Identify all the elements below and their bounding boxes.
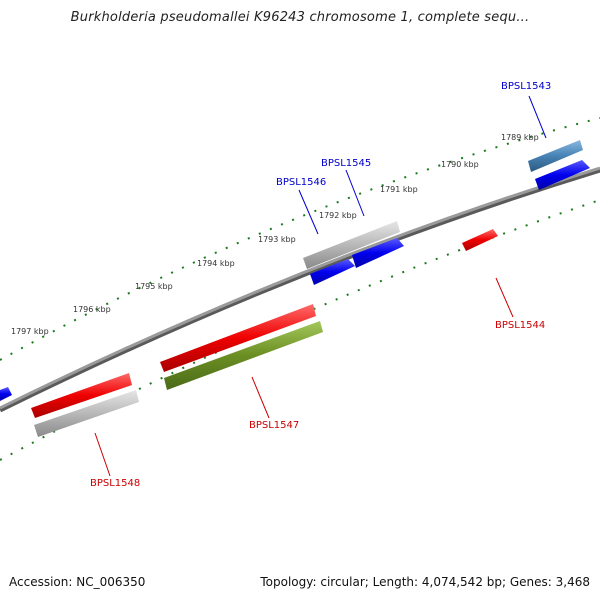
bpsl1547-gene-ribbon bbox=[164, 321, 323, 390]
gene-label-bpsl1548[interactable]: BPSL1548 bbox=[90, 478, 140, 489]
inner-tick-ring bbox=[0, 199, 600, 461]
kbp-label-1796: 1796 kbp bbox=[73, 305, 111, 314]
leader-bpsl1544 bbox=[495, 277, 514, 318]
leader-bpsl1545 bbox=[345, 169, 365, 217]
leader-bpsl1547 bbox=[251, 376, 270, 419]
kbp-label-1792: 1792 kbp bbox=[319, 211, 357, 220]
kbp-label-1797: 1797 kbp bbox=[11, 327, 49, 336]
bpsl1546-gene-block bbox=[303, 221, 400, 269]
bpsl1545-cds-arrow bbox=[352, 238, 404, 268]
kbp-label-1794: 1794 kbp bbox=[197, 259, 235, 268]
accession-text: Accession: NC_006350 bbox=[9, 575, 146, 589]
gene-label-bpsl1547[interactable]: BPSL1547 bbox=[249, 420, 299, 431]
bpsl1548-cds-arrow bbox=[31, 373, 132, 418]
map-title: Burkholderia pseudomallei K96243 chromos… bbox=[70, 10, 530, 25]
gene-label-bpsl1546[interactable]: BPSL1546 bbox=[276, 177, 326, 188]
bpsl1543-cds-arrow bbox=[535, 160, 590, 190]
backbone-shadow bbox=[0, 167, 600, 413]
kbp-label-1790: 1790 kbp bbox=[441, 160, 479, 169]
kbp-label-1791: 1791 kbp bbox=[380, 185, 418, 194]
bpsl1546-cds-arrow bbox=[310, 259, 355, 285]
leader-bpsl1543 bbox=[528, 95, 547, 139]
kbp-label-1789: 1789 kbp bbox=[501, 133, 539, 142]
gene-label-bpsl1543[interactable]: BPSL1543 bbox=[501, 81, 551, 92]
gene-label-bpsl1544[interactable]: BPSL1544 bbox=[495, 320, 545, 331]
leader-bpsl1548 bbox=[94, 432, 111, 477]
bpsl1548-gene-block bbox=[34, 390, 139, 437]
leader-bpsl1546 bbox=[298, 189, 319, 235]
kbp-label-1793: 1793 kbp bbox=[258, 235, 296, 244]
gene-label-bpsl1545[interactable]: BPSL1545 bbox=[321, 158, 371, 169]
bpsl1544-cds-arrow bbox=[462, 229, 498, 251]
bpsl1547-cds-arrow bbox=[160, 304, 316, 372]
backbone bbox=[0, 166, 600, 410]
kbp-label-1795: 1795 kbp bbox=[135, 282, 173, 291]
bpsl1543-gene-block bbox=[528, 140, 583, 172]
summary-text: Topology: circular; Length: 4,074,542 bp… bbox=[260, 575, 590, 589]
offscreen-cds-arrow bbox=[0, 387, 12, 401]
